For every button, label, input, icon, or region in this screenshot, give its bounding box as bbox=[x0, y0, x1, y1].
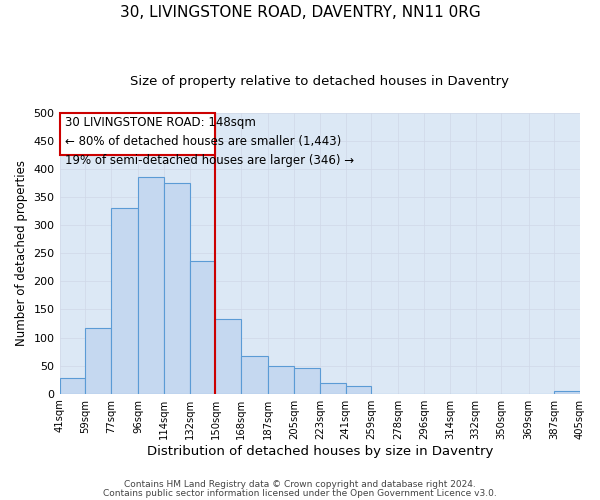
Bar bbox=[190, 260, 215, 394]
Bar bbox=[268, 366, 294, 394]
Bar bbox=[138, 178, 164, 394]
Title: Size of property relative to detached houses in Daventry: Size of property relative to detached ho… bbox=[130, 75, 509, 88]
Bar bbox=[111, 208, 138, 394]
FancyBboxPatch shape bbox=[59, 113, 215, 155]
Text: Contains HM Land Registry data © Crown copyright and database right 2024.: Contains HM Land Registry data © Crown c… bbox=[124, 480, 476, 489]
Y-axis label: Number of detached properties: Number of detached properties bbox=[15, 160, 28, 346]
Text: Contains public sector information licensed under the Open Government Licence v3: Contains public sector information licen… bbox=[103, 490, 497, 498]
Bar bbox=[59, 378, 85, 394]
Bar bbox=[164, 183, 190, 394]
Text: 30, LIVINGSTONE ROAD, DAVENTRY, NN11 0RG: 30, LIVINGSTONE ROAD, DAVENTRY, NN11 0RG bbox=[119, 5, 481, 20]
Bar bbox=[554, 391, 580, 394]
Bar bbox=[241, 356, 268, 394]
Text: 30 LIVINGSTONE ROAD: 148sqm
← 80% of detached houses are smaller (1,443)
19% of : 30 LIVINGSTONE ROAD: 148sqm ← 80% of det… bbox=[65, 116, 354, 166]
Bar bbox=[320, 383, 346, 394]
Bar bbox=[294, 368, 320, 394]
Bar bbox=[85, 328, 111, 394]
Bar bbox=[215, 319, 241, 394]
Bar bbox=[346, 386, 371, 394]
X-axis label: Distribution of detached houses by size in Daventry: Distribution of detached houses by size … bbox=[146, 444, 493, 458]
